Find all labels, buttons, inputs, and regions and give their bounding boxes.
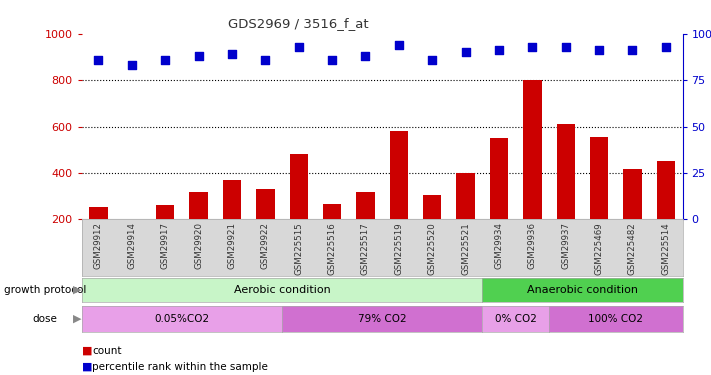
Text: GSM225515: GSM225515: [294, 222, 303, 275]
Bar: [423, 195, 442, 219]
Text: percentile rank within the sample: percentile rank within the sample: [92, 362, 268, 372]
Point: [326, 57, 338, 63]
Point: [293, 44, 304, 50]
Bar: [256, 189, 274, 219]
Text: 0.05%CO2: 0.05%CO2: [154, 314, 210, 324]
Point: [92, 57, 104, 63]
Point: [393, 42, 405, 48]
Point: [560, 44, 572, 50]
Text: GSM29914: GSM29914: [127, 222, 137, 269]
Text: 0% CO2: 0% CO2: [495, 314, 537, 324]
Text: count: count: [92, 346, 122, 355]
Text: ■: ■: [82, 346, 92, 355]
Text: GSM29917: GSM29917: [161, 222, 170, 269]
Bar: [523, 80, 542, 219]
Point: [493, 48, 505, 54]
Text: GSM29912: GSM29912: [94, 222, 103, 269]
Text: GSM29934: GSM29934: [494, 222, 503, 269]
Point: [527, 44, 538, 50]
Bar: [456, 173, 475, 219]
Point: [260, 57, 271, 63]
Point: [360, 53, 371, 59]
Text: GSM225469: GSM225469: [594, 222, 604, 275]
Text: GSM225514: GSM225514: [661, 222, 670, 275]
Bar: [590, 137, 609, 219]
Text: GSM225520: GSM225520: [428, 222, 437, 275]
Text: ▶: ▶: [73, 314, 81, 324]
Bar: [557, 124, 575, 219]
Text: Anaerobic condition: Anaerobic condition: [527, 285, 638, 295]
Bar: [223, 180, 241, 219]
Point: [226, 51, 237, 57]
Text: growth protocol: growth protocol: [4, 285, 86, 295]
Point: [460, 50, 471, 55]
Bar: [624, 170, 641, 219]
Text: ▶: ▶: [73, 285, 81, 295]
Text: GSM225517: GSM225517: [361, 222, 370, 275]
Point: [427, 57, 438, 63]
Text: GSM29921: GSM29921: [228, 222, 237, 269]
Text: GSM29936: GSM29936: [528, 222, 537, 269]
Bar: [156, 206, 174, 219]
Bar: [189, 192, 208, 219]
Text: GSM29922: GSM29922: [261, 222, 270, 269]
Bar: [390, 131, 408, 219]
Point: [126, 62, 137, 68]
Text: GSM225521: GSM225521: [461, 222, 470, 275]
Text: GSM225482: GSM225482: [628, 222, 637, 275]
Text: 100% CO2: 100% CO2: [588, 314, 643, 324]
Point: [193, 53, 204, 59]
Text: GDS2969 / 3516_f_at: GDS2969 / 3516_f_at: [228, 17, 369, 30]
Point: [627, 48, 638, 54]
Text: 79% CO2: 79% CO2: [358, 314, 407, 324]
Bar: [356, 192, 375, 219]
Text: ■: ■: [82, 362, 92, 372]
Text: dose: dose: [32, 314, 57, 324]
Bar: [289, 154, 308, 219]
Bar: [123, 219, 141, 238]
Point: [594, 48, 605, 54]
Bar: [657, 161, 675, 219]
Text: GSM225516: GSM225516: [328, 222, 336, 275]
Text: GSM29937: GSM29937: [561, 222, 570, 269]
Bar: [490, 138, 508, 219]
Text: Aerobic condition: Aerobic condition: [234, 285, 331, 295]
Text: GSM29920: GSM29920: [194, 222, 203, 269]
Point: [159, 57, 171, 63]
Bar: [90, 207, 107, 219]
Text: GSM225519: GSM225519: [395, 222, 403, 275]
Point: [661, 44, 672, 50]
Bar: [323, 204, 341, 219]
